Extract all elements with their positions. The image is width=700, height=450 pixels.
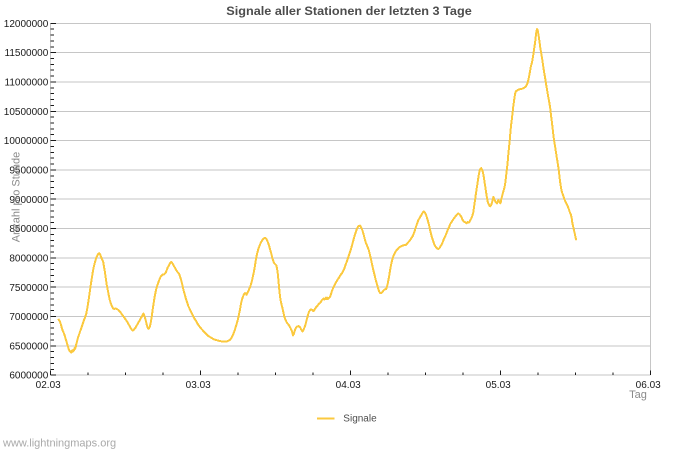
svg-text:9500000: 9500000 <box>9 166 48 177</box>
svg-text:11500000: 11500000 <box>5 48 49 59</box>
svg-text:Tag: Tag <box>629 389 647 401</box>
svg-text:www.lightningmaps.org: www.lightningmaps.org <box>2 438 116 450</box>
svg-text:8500000: 8500000 <box>9 224 48 235</box>
svg-text:10500000: 10500000 <box>4 107 49 118</box>
svg-text:8000000: 8000000 <box>9 253 48 264</box>
svg-text:Signale aller Stationen der le: Signale aller Stationen der letzten 3 Ta… <box>226 4 472 18</box>
svg-text:Anzahl pro Stunde: Anzahl pro Stunde <box>11 152 23 243</box>
svg-text:Signale: Signale <box>343 414 377 425</box>
svg-text:6500000: 6500000 <box>9 341 48 352</box>
svg-text:03.03: 03.03 <box>186 380 211 391</box>
svg-text:10000000: 10000000 <box>4 136 49 147</box>
svg-text:9000000: 9000000 <box>9 195 48 206</box>
svg-text:6000000: 6000000 <box>9 371 48 382</box>
svg-text:12000000: 12000000 <box>4 19 49 30</box>
svg-text:7500000: 7500000 <box>9 283 48 294</box>
svg-text:11000000: 11000000 <box>5 78 49 89</box>
svg-text:06.03: 06.03 <box>636 380 661 391</box>
svg-text:7000000: 7000000 <box>9 312 48 323</box>
svg-text:02.03: 02.03 <box>36 380 61 391</box>
svg-text:05.03: 05.03 <box>486 380 511 391</box>
svg-text:04.03: 04.03 <box>336 380 361 391</box>
